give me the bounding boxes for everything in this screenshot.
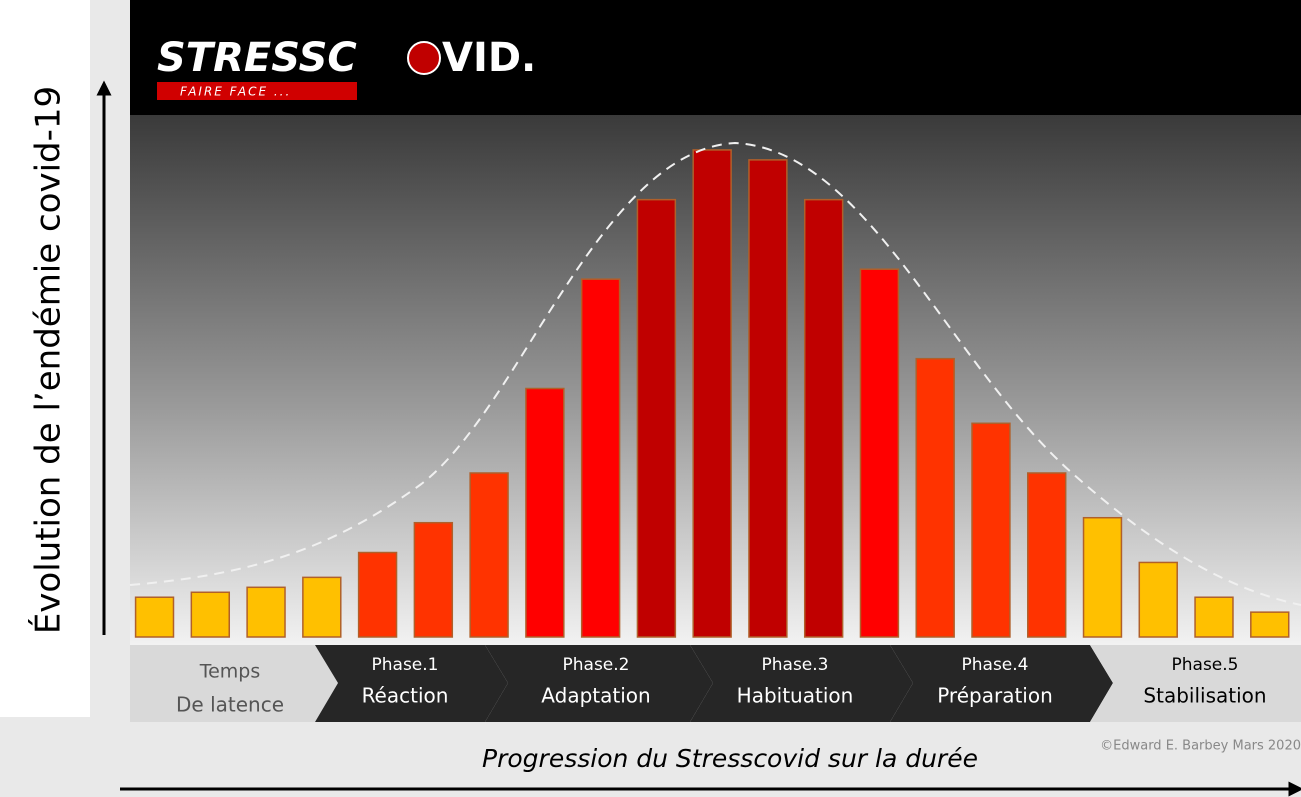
bar bbox=[1027, 472, 1067, 638]
phase-name: Habituation bbox=[737, 684, 854, 708]
phase-name: Réaction bbox=[362, 684, 449, 708]
ylabel-box bbox=[0, 0, 90, 717]
logo-right: VID. bbox=[442, 35, 536, 81]
phase-name: Stabilisation bbox=[1143, 684, 1266, 708]
phase-shape bbox=[315, 645, 508, 722]
phase-name: Adaptation bbox=[541, 684, 650, 708]
phase-title: Phase.5 bbox=[1172, 655, 1239, 675]
phase-title: Phase.4 bbox=[962, 655, 1029, 675]
phase-title: Phase.2 bbox=[563, 655, 630, 675]
phase-name: De latence bbox=[176, 693, 284, 717]
bar bbox=[413, 521, 454, 638]
phase-shape bbox=[130, 645, 338, 722]
bar bbox=[1194, 596, 1234, 638]
bar bbox=[748, 159, 788, 638]
bar bbox=[1082, 516, 1123, 638]
x-axis-label: Progression du Stresscovid sur la durée bbox=[482, 744, 978, 773]
phase-shape bbox=[485, 645, 713, 722]
bar bbox=[803, 198, 844, 638]
bar bbox=[859, 268, 900, 638]
bar bbox=[469, 472, 509, 638]
phase-shape bbox=[1090, 645, 1301, 722]
logo-left: STRESSC bbox=[157, 35, 357, 81]
bar bbox=[971, 422, 1011, 638]
bar bbox=[134, 596, 175, 638]
y-axis-label: Évolution de l’endémie covid-19 bbox=[28, 86, 69, 634]
phase-title: Temps bbox=[199, 661, 261, 683]
bar bbox=[302, 576, 342, 638]
bar bbox=[525, 387, 565, 638]
phase-name: Préparation bbox=[937, 684, 1053, 708]
bar bbox=[692, 149, 732, 638]
logo-tagline: FAIRE FACE ... bbox=[180, 85, 291, 99]
credit: ©Edward E. Barbey Mars 2020 bbox=[1100, 739, 1301, 754]
logo-tag-box bbox=[157, 82, 357, 100]
bar bbox=[580, 278, 621, 638]
bar bbox=[190, 591, 231, 638]
bar bbox=[636, 198, 677, 638]
bar bbox=[246, 586, 286, 638]
phase-shape bbox=[690, 645, 913, 722]
phase-title: Phase.3 bbox=[762, 655, 829, 675]
bar bbox=[915, 357, 955, 638]
phase-shape bbox=[890, 645, 1113, 722]
phase-title: Phase.1 bbox=[372, 655, 439, 675]
bar bbox=[357, 551, 398, 638]
logo-virus bbox=[407, 41, 441, 75]
trend-curve bbox=[129, 141, 1301, 606]
bar bbox=[1138, 561, 1178, 638]
bar bbox=[1250, 611, 1290, 638]
